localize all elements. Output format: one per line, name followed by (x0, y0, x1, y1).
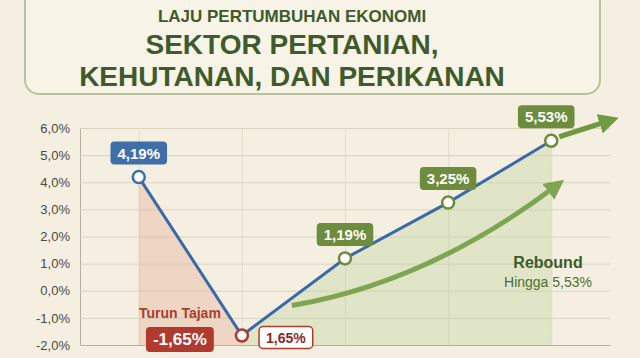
rebound-area (242, 141, 551, 345)
annotation: Hingga 5,53% (504, 274, 592, 290)
y-tick-label: 1,0% (40, 256, 70, 271)
chart: LAJU PERTUMBUHAN EKONOMI SEKTOR PERTANIAN… (0, 0, 640, 358)
data-label: 1,19% (317, 223, 374, 246)
x-tick (551, 128, 552, 345)
y-tick-label: -2,0% (36, 338, 70, 353)
y-tick-label: 0,0% (40, 283, 70, 298)
data-label-box (146, 327, 214, 352)
data-label: 3,25% (420, 167, 477, 190)
y-tick-label: 4,0% (40, 175, 70, 190)
data-label-text: -1,65% (153, 330, 207, 349)
annotation-text: 1,65% (266, 330, 306, 346)
marker (236, 330, 248, 342)
plot-area (133, 135, 557, 345)
data-label-box (111, 142, 168, 165)
title: KEHUTANAN, DAN PERIKANAN (79, 61, 505, 92)
data-label-text: 1,19% (324, 226, 367, 243)
data-label-box (518, 105, 575, 128)
marker (339, 252, 351, 264)
data-label-box (317, 223, 374, 246)
x-tick (242, 128, 243, 345)
marker (545, 135, 557, 147)
data-label-text: 4,19% (118, 145, 161, 162)
y-tick-label: 3,0% (40, 202, 70, 217)
data-label-box (420, 167, 477, 190)
data-label: -1,65% (146, 327, 214, 352)
x-axis (81, 128, 611, 346)
grid-line (551, 128, 552, 345)
annotation-box (259, 327, 313, 349)
y-axis: -2,0% -1,0% 0,0% 1,0% 2,0% 3,0% 4,0% 5,0% 6,0% (36, 121, 610, 353)
marker (133, 171, 145, 183)
title: LAJU PERTUMBUHAN EKONOMI (158, 7, 426, 26)
y-tick-label: 5,0% (40, 148, 70, 163)
y-tick-label: 6,0% (40, 121, 70, 136)
grid-line (242, 128, 243, 345)
y-tick-label: -1,0% (36, 311, 70, 326)
line (139, 141, 551, 336)
annotation: Turun Tajam (139, 305, 221, 321)
annotations: Turun Tajam 1,65% Rebound Hingga 5,53% (139, 254, 592, 349)
data-label: 5,53% (518, 105, 575, 128)
annotation: 1,65% (259, 327, 313, 349)
data-label-text: 3,25% (427, 170, 470, 187)
annotation: Rebound (513, 254, 582, 271)
decoration (292, 121, 609, 306)
data-label: 4,19% (111, 142, 168, 165)
title-box (25, 0, 600, 94)
title: SEKTOR PERTANIAN, (146, 29, 439, 60)
data-label-text: 5,53% (525, 108, 568, 125)
y-tick-label: 2,0% (40, 229, 70, 244)
data-labels: 4,19% -1,65% 1,19% 3,25% 5,53% (111, 105, 575, 352)
marker (442, 197, 454, 209)
